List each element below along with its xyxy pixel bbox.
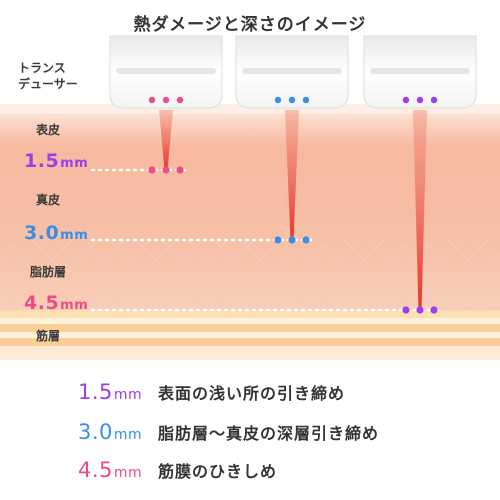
depth-unit: mm [60,298,89,313]
depth-unit: mm [60,228,89,243]
emitter-dot [430,96,438,104]
legend-number: 3.0 [78,420,113,444]
legend-description: 脂肪層〜真皮の深層引き締め [158,424,380,443]
legend-unit: mm [113,387,143,403]
emitter-dot [176,96,184,104]
legend-unit: mm [113,427,143,443]
emitter-dot [274,96,282,104]
depth-value: 3.0 [24,222,60,244]
focal-point-dot [416,306,424,314]
layer-label-dermis: 真皮 [36,193,61,207]
transducer-ridge [116,68,216,74]
depth-label-1-5: 1.5mm [24,150,88,172]
depth-label-3-0: 3.0mm [24,222,88,244]
transducer-label: トランス デューサー [18,60,78,92]
legend-row-1-5: 1.5mm 表面の浅い所の引き締め [78,380,478,410]
epidermis-band [0,104,500,114]
legend-value: 3.0mm [78,420,158,444]
depth-label-4-5: 4.5mm [24,292,88,314]
muscle-layer [0,310,500,360]
focal-point-dot [148,166,156,174]
focal-point-dot [402,306,410,314]
ultrasound-beam [159,110,173,170]
depth-unit: mm [60,156,89,171]
legend-row-4-5: 4.5mm 筋膜のひきしめ [78,458,478,488]
legend-value: 4.5mm [78,458,158,482]
emitter-dot [302,96,310,104]
legend-number: 1.5 [78,380,113,404]
focal-point-dot [176,166,184,174]
focal-point-dot [302,236,310,244]
focal-point-dot [274,236,282,244]
legend-row-3-0: 3.0mm 脂肪層〜真皮の深層引き締め [78,420,478,450]
focal-point-dot [430,306,438,314]
fat-layer-pattern [0,240,500,312]
emitter-dot [288,96,296,104]
emitter-dot [416,96,424,104]
depth-value: 1.5 [24,150,60,172]
layer-label-muscle: 筋層 [36,329,61,343]
transducer-label-line: トランス [18,61,66,75]
legend-number: 4.5 [78,458,113,482]
legend-value: 1.5mm [78,380,158,404]
ultrasound-beam [413,110,427,310]
layer-label-fat: 脂肪層 [30,265,67,279]
transducer-ridge [242,68,342,74]
legend-description: 筋膜のひきしめ [158,462,278,481]
page-title: 熱ダメージと深さのイメージ [133,15,367,35]
focal-point-dot [162,166,170,174]
legend-unit: mm [113,465,143,481]
ultrasound-beam [285,110,299,240]
emitter-dot [402,96,410,104]
emitter-dot [148,96,156,104]
focal-point-dot [288,236,296,244]
depth-value: 4.5 [24,292,60,314]
layer-label-epidermis: 表皮 [36,123,61,137]
emitter-dot [162,96,170,104]
transducer-ridge [370,68,470,74]
transducer-label-line: デューサー [18,77,78,92]
legend-description: 表面の浅い所の引き締め [158,384,346,403]
